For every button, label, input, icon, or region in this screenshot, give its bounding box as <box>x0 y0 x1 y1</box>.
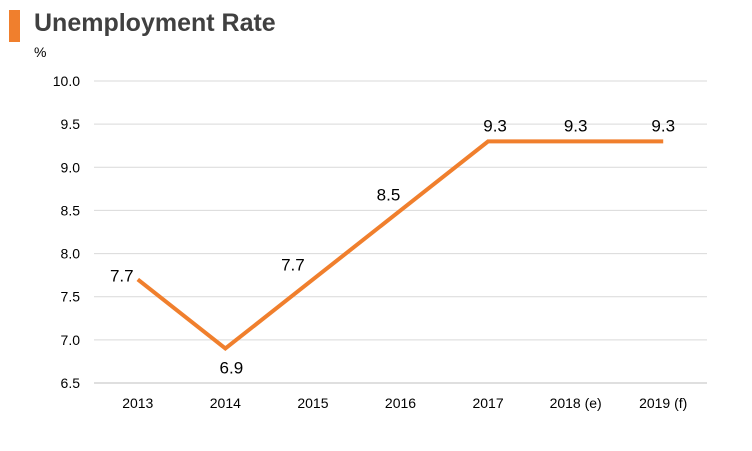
y-tick-label: 10.0 <box>53 73 80 89</box>
y-tick-label: 9.0 <box>61 159 81 175</box>
y-tick-label: 6.5 <box>61 375 81 391</box>
data-labels: 7.7 6.9 7.7 8.5 9.3 9.3 9.3 <box>110 116 675 377</box>
y-tick-label: 7.5 <box>61 289 81 305</box>
data-label: 9.3 <box>564 116 588 135</box>
x-tick-label: 2019 (f) <box>639 395 687 411</box>
title-accent-bar <box>9 10 20 42</box>
chart-title: Unemployment Rate <box>34 9 276 37</box>
series-line <box>136 139 664 352</box>
data-label: 7.7 <box>110 266 134 285</box>
y-tick-label: 8.5 <box>61 202 81 218</box>
data-label: 7.7 <box>281 255 305 274</box>
x-tick-label: 2017 <box>472 395 503 411</box>
x-tick-label: 2016 <box>385 395 416 411</box>
x-tick-label: 2014 <box>210 395 241 411</box>
x-tick-label: 2018 (e) <box>550 395 602 411</box>
y-tick-labels: 6.5 7.0 7.5 8.0 8.5 9.0 9.5 10.0 <box>53 73 80 391</box>
x-tick-label: 2015 <box>297 395 328 411</box>
data-label: 6.9 <box>220 358 244 377</box>
data-label: 8.5 <box>377 185 401 204</box>
gridlines <box>94 80 707 384</box>
x-tick-labels: 2013 2014 2015 2016 2017 2018 (e) 2019 (f) <box>122 395 687 411</box>
data-label: 9.3 <box>483 116 507 135</box>
y-tick-label: 7.0 <box>61 332 81 348</box>
data-label: 9.3 <box>651 116 675 135</box>
y-axis-unit-label: % <box>34 44 47 60</box>
y-tick-label: 9.5 <box>61 116 81 132</box>
x-tick-label: 2013 <box>122 395 153 411</box>
y-tick-label: 8.0 <box>61 246 81 262</box>
series-group <box>136 139 664 352</box>
